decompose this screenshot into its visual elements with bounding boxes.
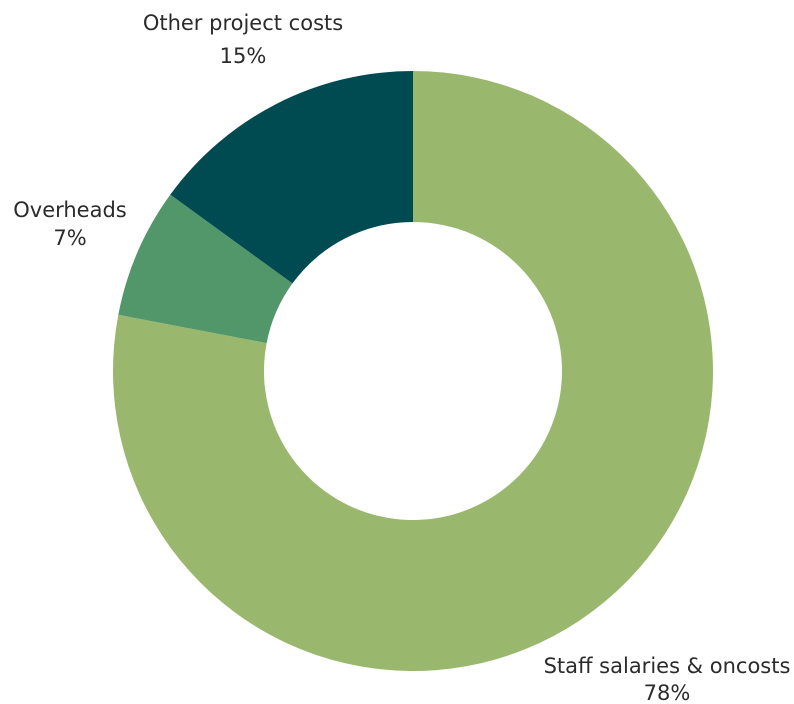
slice-staff-salaries-oncosts bbox=[113, 71, 714, 671]
slice-label-overheads: Overheads bbox=[13, 198, 127, 222]
slice-label-other-project-costs: Other project costs bbox=[143, 11, 343, 35]
slice-value-staff-salaries: 78% bbox=[644, 681, 691, 704]
slice-label-staff-salaries: Staff salaries & oncosts bbox=[544, 654, 791, 678]
slice-value-overheads: 7% bbox=[53, 226, 86, 250]
slices-layer bbox=[113, 71, 714, 671]
slice-overheads bbox=[118, 194, 293, 344]
labels-layer: Staff salaries & oncosts 78% Overheads 7… bbox=[13, 11, 790, 704]
slice-other-project-costs bbox=[170, 71, 413, 284]
slice-value-other-project-costs: 15% bbox=[220, 44, 267, 68]
